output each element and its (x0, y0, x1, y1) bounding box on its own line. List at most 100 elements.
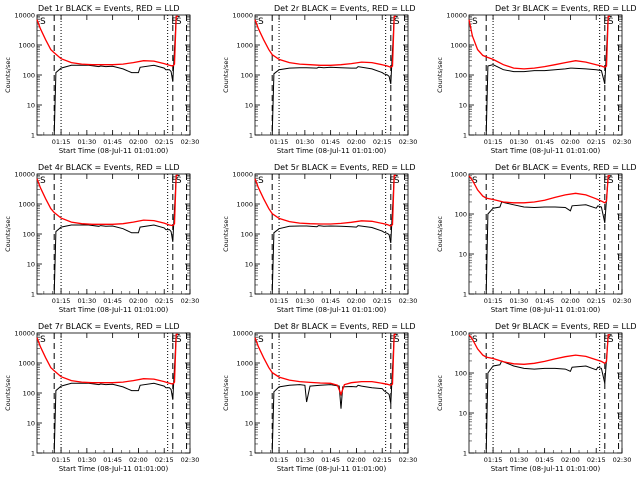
x-tick-label: 01:45 (103, 456, 122, 464)
y-tick-label: 100 (23, 72, 35, 80)
x-tick-label: 02:00 (129, 456, 148, 464)
interval-marker-s: S (258, 176, 264, 186)
interval-marker-s: S (40, 17, 46, 27)
x-tick-label: 01:30 (77, 456, 96, 464)
x-axis-label: Start Time (08-Jul-11 01:01:00) (277, 306, 387, 314)
chart-panel-9: Det 9r BLACK = Events, RED = LLD 1 10 100 10… (436, 322, 637, 473)
chart-panel-6: Det 6r BLACK = Events, RED = LLD 1 10 100 10… (436, 163, 637, 314)
interval-marker-e: E (603, 17, 609, 27)
x-tick-label: 01:45 (321, 138, 340, 146)
y-tick-label: 10000 (14, 330, 35, 338)
x-tick-label: 01:30 (295, 456, 314, 464)
y-tick-label: 100 (23, 231, 35, 239)
y-tick-label: 100 (455, 211, 467, 219)
lld-series-line (254, 174, 396, 227)
y-axis-label: Counts/sec (4, 216, 12, 252)
y-tick-label: 1 (249, 132, 253, 140)
plot-frame (468, 332, 623, 454)
chart-title: Det 3r BLACK = Events, RED = LLD (495, 4, 637, 13)
plot-frame (254, 14, 409, 136)
y-tick-label: 1 (463, 132, 467, 140)
lld-series-line (468, 15, 610, 70)
y-tick-label: 1000 (450, 42, 467, 50)
lld-series-line (468, 334, 610, 365)
x-axis-label: Start Time (08-Jul-11 01:01:00) (491, 147, 601, 155)
x-tick-label: 01:45 (103, 297, 122, 305)
y-tick-label: 1 (31, 450, 35, 458)
events-series-line (53, 174, 180, 295)
y-tick-label: 100 (455, 370, 467, 378)
events-series-line (271, 15, 398, 136)
plot-frame (468, 14, 623, 136)
x-tick-label: 01:30 (295, 297, 314, 305)
y-tick-label: 1000 (236, 360, 253, 368)
lld-series-line (468, 175, 610, 204)
chart-title: Det 9r BLACK = Events, RED = LLD (495, 322, 637, 331)
x-tick-label: 02:30 (181, 138, 200, 146)
x-tick-label: 02:00 (561, 456, 580, 464)
interval-marker-e: E (171, 335, 177, 345)
interval-marker-s: S (472, 335, 478, 345)
x-axis-label: Start Time (08-Jul-11 01:01:00) (491, 465, 601, 473)
y-tick-label: 1 (249, 291, 253, 299)
x-tick-label: 01:45 (321, 456, 340, 464)
chart-title: Det 4r BLACK = Events, RED = LLD (38, 163, 180, 172)
x-tick-label: 01:15 (52, 297, 71, 305)
plot-frame (254, 332, 409, 454)
x-tick-label: 01:15 (270, 297, 289, 305)
x-axis-label: Start Time (08-Jul-11 01:01:00) (277, 147, 387, 155)
interval-marker-s: S (176, 17, 182, 27)
x-tick-label: 01:45 (535, 138, 554, 146)
x-tick-label: 02:30 (181, 456, 200, 464)
events-series-line (53, 15, 180, 136)
plot-frame (36, 332, 191, 454)
chart-panel-1: Det 1r BLACK = Events, RED = LLD 1 10 100 10… (4, 4, 199, 155)
events-series-line (485, 334, 612, 454)
x-tick-label: 02:30 (613, 456, 632, 464)
chart-panel-7: Det 7r BLACK = Events, RED = LLD 1 10 100 10… (4, 322, 199, 473)
x-tick-label: 02:00 (561, 297, 580, 305)
x-tick-label: 02:15 (587, 138, 606, 146)
events-series-line (271, 333, 398, 454)
x-tick-label: 02:30 (399, 138, 418, 146)
lld-series-line (36, 15, 178, 67)
chart-title: Det 1r BLACK = Events, RED = LLD (38, 4, 180, 13)
chart-title: Det 5r BLACK = Events, RED = LLD (274, 163, 416, 172)
chart-panel-4: Det 4r BLACK = Events, RED = LLD 1 10 100 10… (4, 163, 199, 314)
lld-series-line (254, 15, 396, 69)
lld-series-line (36, 174, 178, 227)
y-axis-label: Counts/sec (222, 375, 230, 411)
y-tick-label: 10 (459, 410, 467, 418)
events-series-line (271, 174, 398, 295)
plot-frame (36, 14, 191, 136)
interval-marker-s: S (176, 176, 182, 186)
x-tick-label: 01:15 (484, 297, 503, 305)
y-tick-label: 1000 (450, 171, 467, 179)
y-tick-label: 10000 (232, 12, 253, 20)
y-tick-label: 1000 (450, 330, 467, 338)
interval-marker-s: S (258, 17, 264, 27)
x-tick-label: 02:15 (587, 297, 606, 305)
x-tick-label: 01:15 (484, 456, 503, 464)
interval-marker-s: S (472, 17, 478, 27)
chart-title: Det 8r BLACK = Events, RED = LLD (274, 322, 416, 331)
y-tick-label: 10000 (232, 330, 253, 338)
chart-title: Det 2r BLACK = Events, RED = LLD (274, 4, 416, 13)
interval-marker-e: E (603, 176, 609, 186)
interval-marker-e: E (171, 17, 177, 27)
y-tick-label: 100 (23, 390, 35, 398)
y-tick-label: 1000 (18, 360, 35, 368)
y-tick-label: 10000 (446, 12, 467, 20)
x-axis-label: Start Time (08-Jul-11 01:01:00) (59, 147, 169, 155)
chart-panel-2: Det 2r BLACK = Events, RED = LLD 1 10 100 10… (222, 4, 417, 155)
x-tick-label: 02:15 (373, 456, 392, 464)
y-tick-label: 10 (245, 102, 253, 110)
x-tick-label: 01:45 (535, 297, 554, 305)
interval-marker-e: E (389, 176, 395, 186)
interval-marker-s: S (258, 335, 264, 345)
y-axis-label: Counts/sec (436, 375, 444, 411)
x-tick-label: 01:15 (270, 138, 289, 146)
x-tick-label: 01:30 (295, 138, 314, 146)
x-tick-label: 02:00 (347, 456, 366, 464)
interval-marker-s: S (608, 176, 614, 186)
